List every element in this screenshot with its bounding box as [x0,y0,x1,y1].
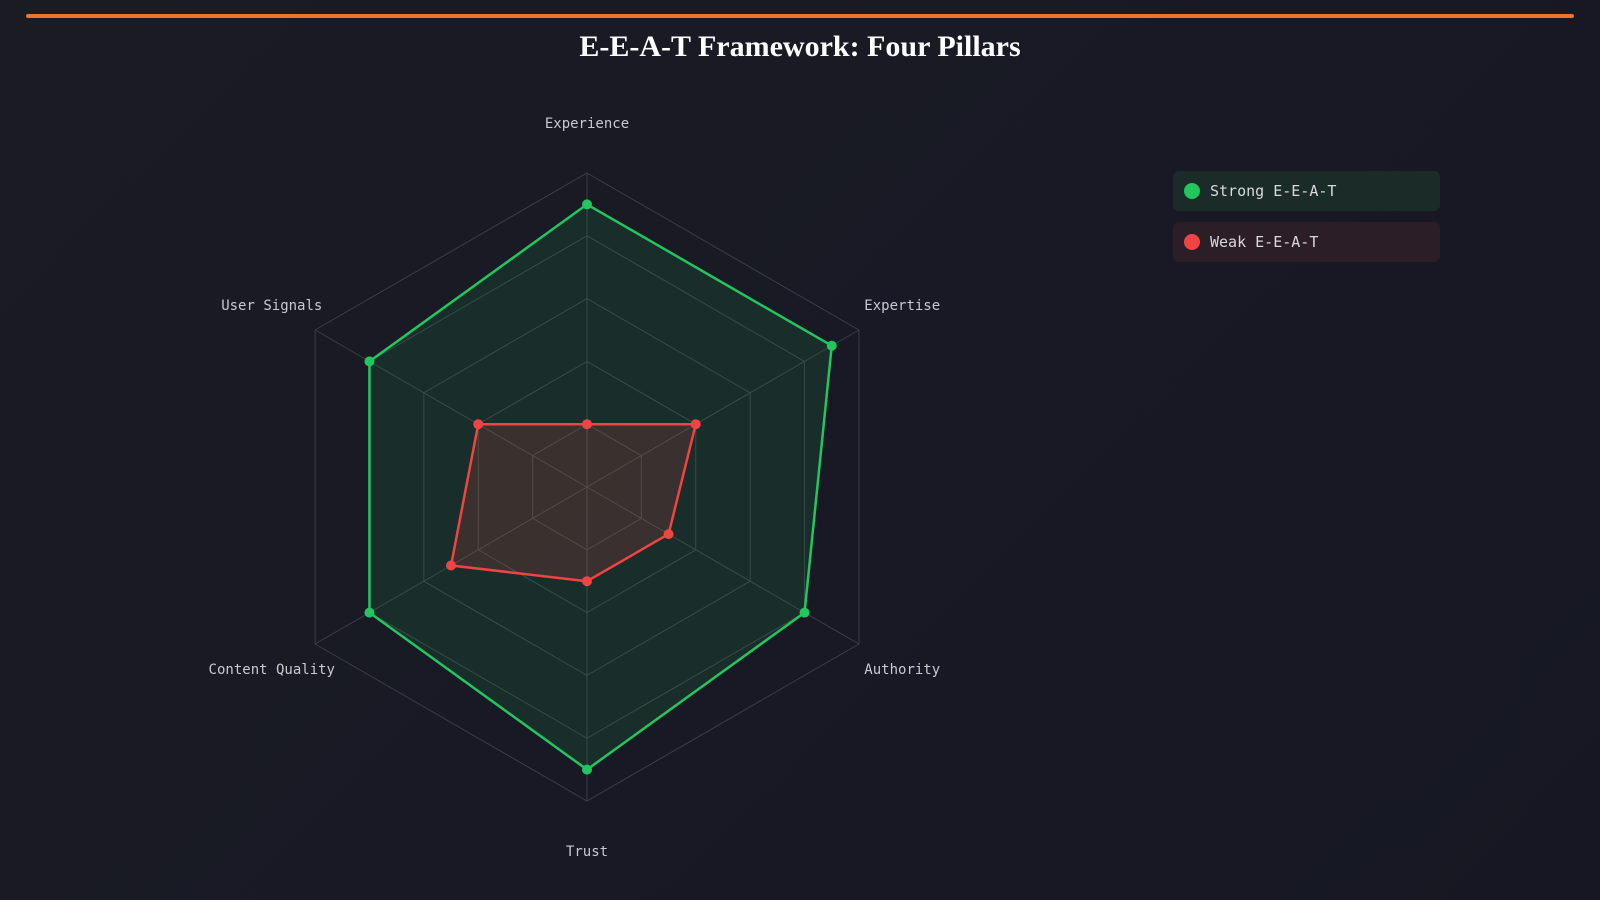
legend-swatch-weak [1184,234,1200,250]
data-point-weak-e-e-a-t-0 [582,419,592,430]
data-point-weak-e-e-a-t-5 [473,419,484,430]
data-point-strong-e-e-a-t-1 [826,340,837,351]
axis-label-authority: Authority [864,662,940,678]
data-point-weak-e-e-a-t-2 [663,529,674,540]
data-point-strong-e-e-a-t-5 [364,356,375,367]
axis-label-expertise: Expertise [864,298,940,314]
axis-label-content-quality: Content Quality [209,662,335,678]
axis-label-experience: Experience [545,116,629,132]
legend-item-strong[interactable]: Strong E-E-A-T [1173,171,1440,211]
grid-spoke-2 [586,486,860,645]
legend-label-weak: Weak E-E-A-T [1210,233,1319,251]
legend-swatch-strong [1184,183,1200,199]
data-point-weak-e-e-a-t-3 [582,576,592,587]
top-accent-bar [26,14,1574,18]
grid-spoke-5 [314,329,588,488]
data-point-strong-e-e-a-t-0 [582,199,592,210]
chart-title: E-E-A-T Framework: Four Pillars [579,30,1021,63]
legend-item-weak[interactable]: Weak E-E-A-T [1173,222,1440,262]
data-point-weak-e-e-a-t-1 [690,419,701,430]
data-point-strong-e-e-a-t-3 [582,764,592,775]
grid-spoke-1 [586,329,860,488]
axis-label-trust: Trust [566,844,608,860]
axis-label-user-signals: User Signals [221,298,322,314]
data-point-strong-e-e-a-t-2 [799,607,810,618]
data-point-strong-e-e-a-t-4 [364,607,375,618]
legend-label-strong: Strong E-E-A-T [1210,182,1337,200]
legend: Strong E-E-A-T Weak E-E-A-T [1173,171,1440,273]
data-point-weak-e-e-a-t-4 [446,560,457,571]
